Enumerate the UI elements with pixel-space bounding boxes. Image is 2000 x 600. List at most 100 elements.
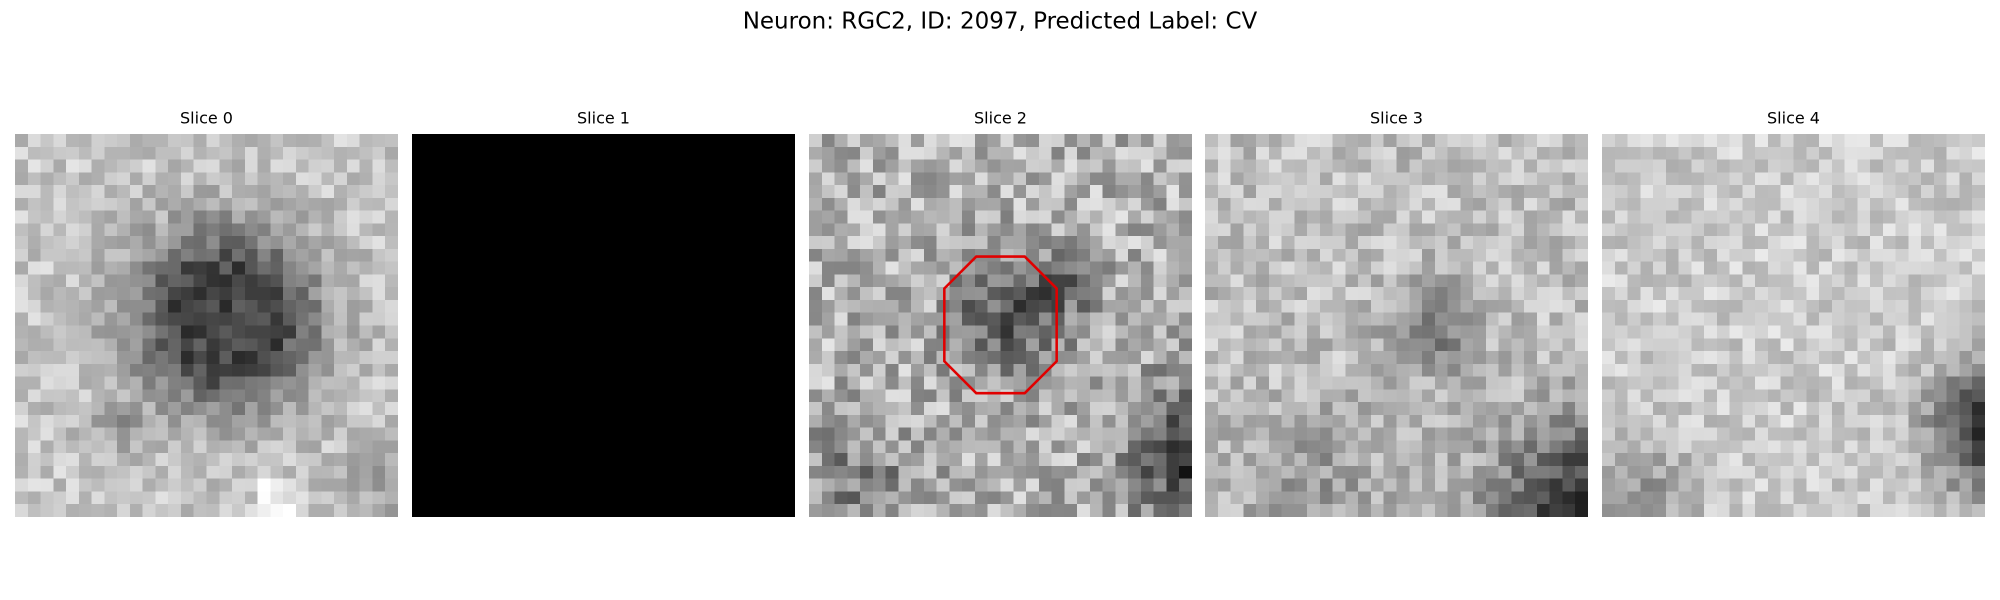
- pixel: [1256, 223, 1270, 237]
- pixel: [987, 504, 1001, 517]
- pixel: [142, 338, 156, 352]
- pixel: [1409, 338, 1423, 352]
- pixel: [834, 185, 848, 199]
- pixel: [40, 325, 54, 339]
- pixel: [1294, 248, 1308, 262]
- pixel: [193, 376, 207, 390]
- pixel: [1013, 504, 1027, 517]
- pixel: [1268, 363, 1282, 377]
- pixel: [1230, 172, 1244, 186]
- pixel: [1729, 402, 1743, 416]
- pixel: [1013, 351, 1027, 365]
- pixel: [1831, 287, 1845, 301]
- pixel: [1473, 172, 1487, 186]
- pixel: [270, 287, 284, 301]
- pixel: [1882, 248, 1896, 262]
- pixel: [809, 185, 823, 199]
- pixel: [1422, 478, 1436, 492]
- pixel: [1704, 504, 1718, 517]
- pixel: [885, 338, 899, 352]
- pixel: [1205, 210, 1219, 224]
- pixel: [1870, 402, 1884, 416]
- pixel: [962, 287, 976, 301]
- pixel: [372, 389, 386, 403]
- pixel: [911, 491, 925, 505]
- pixel: [334, 504, 348, 517]
- pixel: [1000, 402, 1014, 416]
- pixel: [1498, 210, 1512, 224]
- pixel: [1294, 185, 1308, 199]
- pixel: [1332, 465, 1346, 479]
- pixel: [142, 210, 156, 224]
- pixel: [1281, 185, 1295, 199]
- pixel: [1140, 236, 1154, 250]
- pixel: [1780, 210, 1794, 224]
- pixel: [936, 146, 950, 160]
- pixel: [898, 389, 912, 403]
- pixel: [987, 363, 1001, 377]
- pixel: [1844, 427, 1858, 441]
- pixel: [1882, 146, 1896, 160]
- pixel: [308, 172, 322, 186]
- pixel: [1870, 261, 1884, 275]
- pixel: [91, 248, 105, 262]
- pixel: [283, 389, 297, 403]
- pixel: [1793, 185, 1807, 199]
- pixel: [1332, 172, 1346, 186]
- pixel: [1089, 210, 1103, 224]
- pixel: [53, 261, 67, 275]
- pixel: [1013, 491, 1027, 505]
- pixel: [1447, 491, 1461, 505]
- pixel: [1678, 389, 1692, 403]
- pixel: [1358, 146, 1372, 160]
- pixel: [295, 440, 309, 454]
- pixel: [104, 465, 118, 479]
- pixel: [1396, 427, 1410, 441]
- pixel: [962, 159, 976, 173]
- pixel: [1844, 338, 1858, 352]
- pixel: [321, 274, 335, 288]
- pixel: [1230, 465, 1244, 479]
- pixel: [142, 351, 156, 365]
- pixel: [1409, 312, 1423, 326]
- pixel: [1370, 248, 1384, 262]
- pixel: [1972, 427, 1985, 441]
- pixel: [346, 210, 360, 224]
- pixel: [66, 159, 80, 173]
- pixel: [1793, 414, 1807, 428]
- pixel: [1704, 465, 1718, 479]
- pixel: [1319, 287, 1333, 301]
- pixel: [974, 363, 988, 377]
- pixel: [1704, 440, 1718, 454]
- pixel: [193, 351, 207, 365]
- pixel: [1358, 287, 1372, 301]
- pixel: [78, 312, 92, 326]
- pixel: [1319, 338, 1333, 352]
- pixel: [1755, 491, 1769, 505]
- pixel: [1562, 338, 1576, 352]
- pixel: [1857, 236, 1871, 250]
- pixel: [1064, 389, 1078, 403]
- pixel: [962, 146, 976, 160]
- pixel: [372, 402, 386, 416]
- pixel: [860, 402, 874, 416]
- pixel: [244, 402, 258, 416]
- pixel: [155, 478, 169, 492]
- pixel: [257, 287, 271, 301]
- pixel: [1498, 325, 1512, 339]
- pixel: [1562, 389, 1576, 403]
- pixel: [91, 312, 105, 326]
- pixel: [936, 363, 950, 377]
- pixel: [40, 274, 54, 288]
- pixel: [244, 491, 258, 505]
- pixel: [155, 363, 169, 377]
- pixel: [142, 312, 156, 326]
- pixel: [1307, 287, 1321, 301]
- pixel: [847, 223, 861, 237]
- pixel: [1819, 491, 1833, 505]
- pixel: [321, 236, 335, 250]
- pixel: [1217, 185, 1231, 199]
- pixel: [1460, 299, 1474, 313]
- pixel: [821, 312, 835, 326]
